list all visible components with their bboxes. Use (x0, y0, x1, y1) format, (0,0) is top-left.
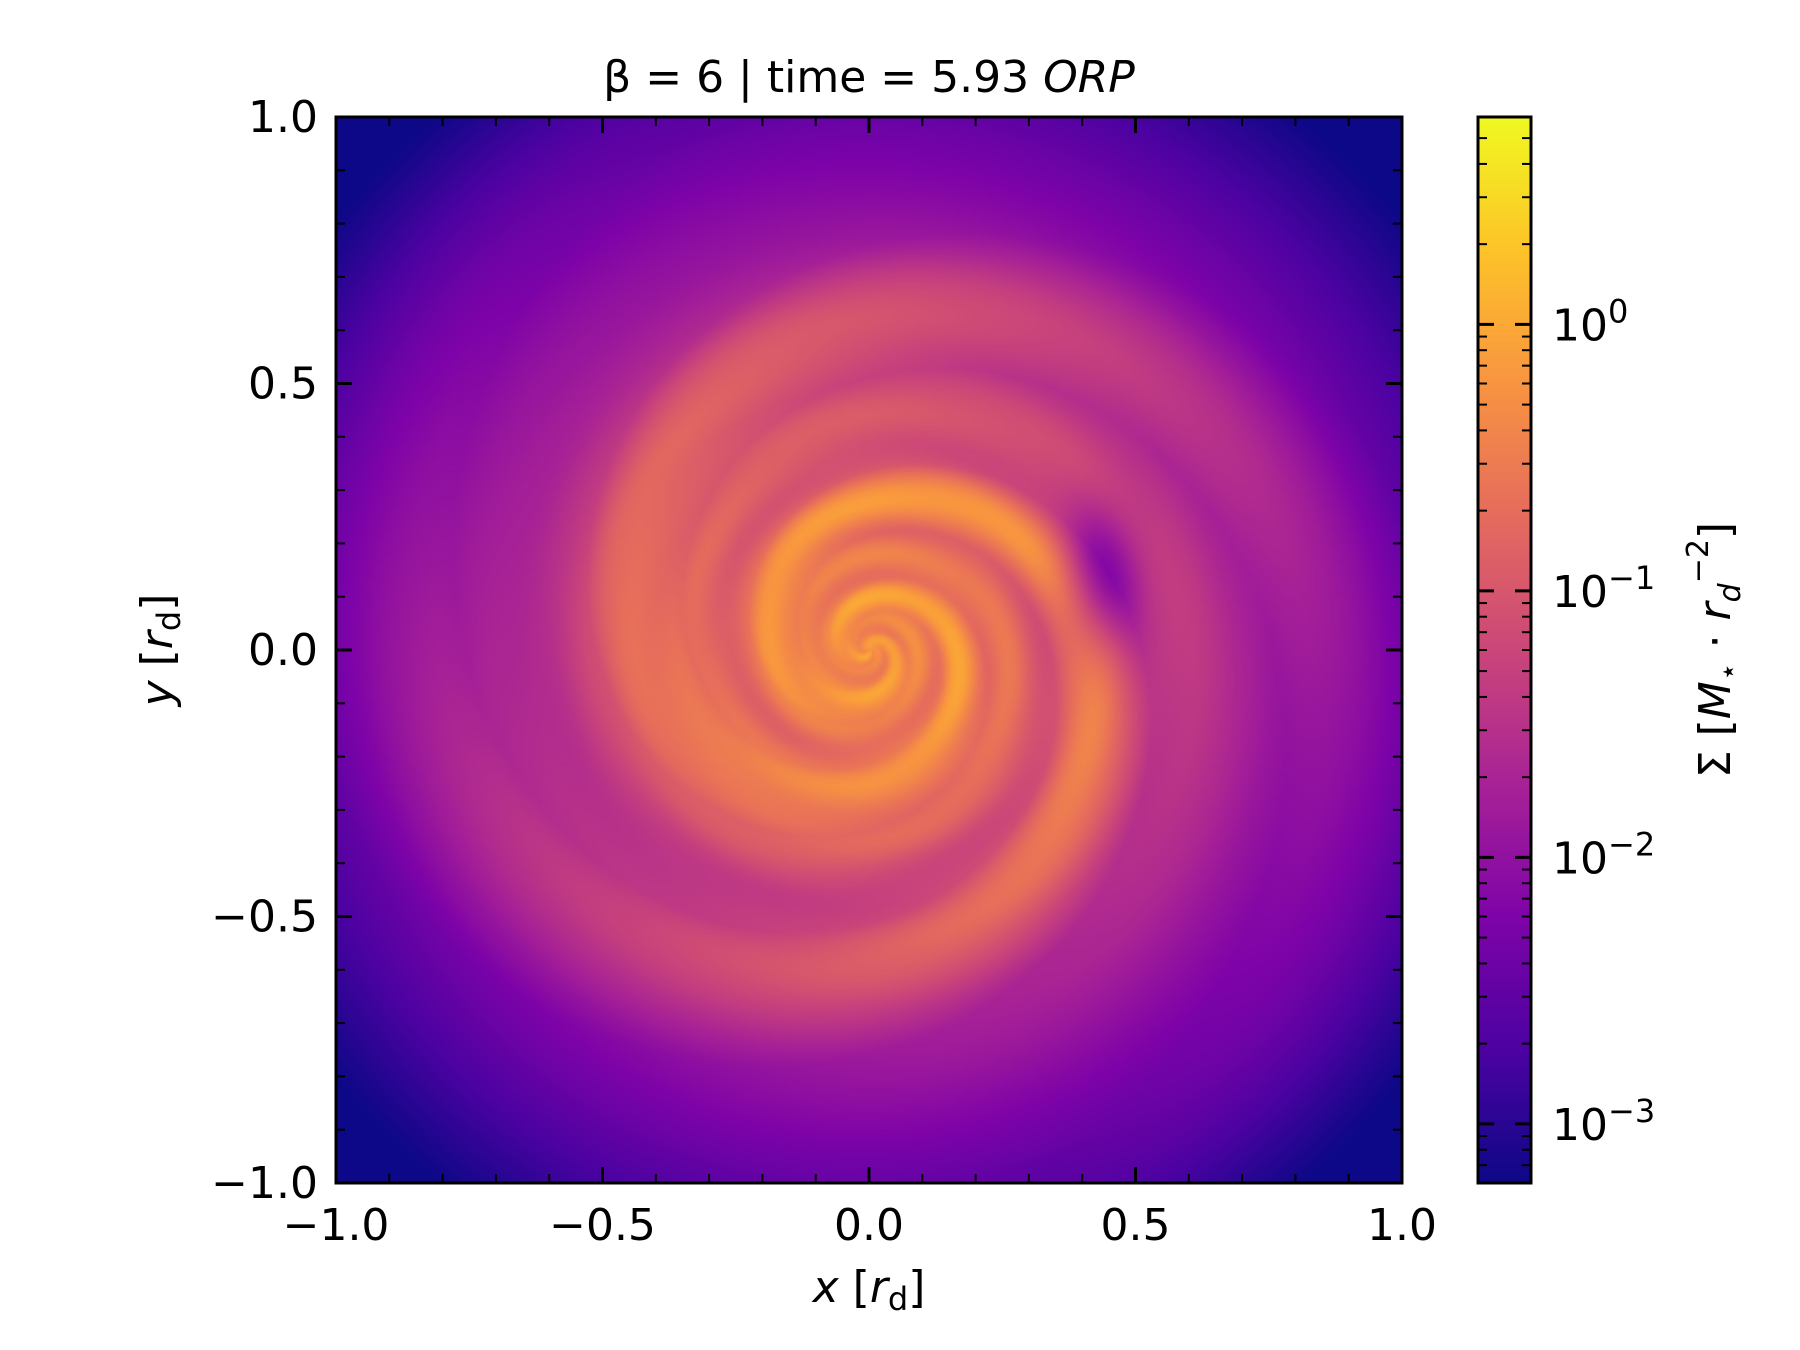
y-axis-ticks (336, 115, 1402, 1185)
chart-title: β = 6 | time = 5.93 ORP (603, 52, 1135, 103)
x-tick-label: −0.5 (549, 1200, 656, 1251)
colorbar-tick-labels: 10−3 10−2 10−1 100 (1552, 292, 1655, 1151)
x-axis-label: x [rd] (811, 1262, 926, 1318)
y-tick-label: 0.0 (248, 625, 318, 676)
x-axis-tick-labels: −1.0 −0.5 0.0 0.5 1.0 (283, 1200, 1437, 1251)
colorbar-tick-label: 10−2 (1552, 825, 1655, 884)
y-axis-label: y [rd] (132, 594, 188, 709)
colorbar-tick-label: 10−3 (1552, 1092, 1655, 1151)
y-axis-tick-labels: −1.0 −0.5 0.0 0.5 1.0 (211, 92, 318, 1209)
colorbar-tick-label: 100 (1552, 292, 1628, 351)
y-tick-label: 1.0 (248, 92, 318, 143)
title-prefix: β = 6 | time = 5.93 (603, 52, 1043, 103)
x-tick-label: 1.0 (1367, 1200, 1437, 1251)
density-heatmap (336, 117, 1402, 1183)
colorbar-label: Σ [M⋆ · rd−2] (1681, 522, 1748, 778)
x-tick-label: 0.5 (1101, 1200, 1171, 1251)
y-tick-label: −0.5 (211, 892, 318, 943)
y-tick-label: −1.0 (211, 1158, 318, 1209)
x-axis-ticks (334, 117, 1404, 1183)
y-tick-label: 0.5 (248, 359, 318, 410)
x-tick-label: 0.0 (834, 1200, 904, 1251)
x-tick-label: −1.0 (283, 1200, 390, 1251)
colorbar-ticks (1478, 116, 1531, 1184)
colorbar-tick-label: 10−1 (1552, 559, 1655, 618)
title-unit: ORP (1043, 52, 1135, 103)
